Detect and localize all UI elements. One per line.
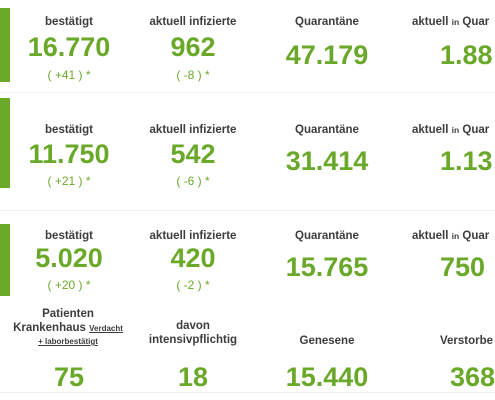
bottom-divider <box>0 392 495 393</box>
active-label: aktuell infizierte <box>149 124 237 136</box>
current-quarantine-label: aktuell in Quar <box>412 15 489 29</box>
active-delta: ( -8 ) * <box>176 68 210 82</box>
confirmed-delta: ( +20 ) * <box>47 278 91 292</box>
confirmed-label: bestätigt <box>45 124 93 136</box>
current-label-suffix: Quar <box>462 230 490 242</box>
block-2-accent-bar <box>0 98 10 188</box>
icu-value: 18 <box>177 362 209 392</box>
hospital-label-line2: Krankenhaus Verdacht <box>4 321 132 336</box>
quarantine-value: 15.765 <box>285 252 369 282</box>
current-label-prefix: aktuell <box>412 16 449 28</box>
confirmed-label: bestätigt <box>45 230 93 242</box>
divider <box>0 210 495 211</box>
quarantine-label: Quarantäne <box>295 16 359 28</box>
confirmed-value: 11.750 <box>28 139 110 169</box>
hospital-label-suspected: Verdacht <box>89 324 123 333</box>
current-quarantine-label: aktuell in Quar <box>412 123 489 137</box>
recovered-label: Genesene <box>299 335 355 347</box>
quarantine-label: Quarantäne <box>295 124 359 136</box>
hospital-label-line1: Patienten <box>42 308 94 320</box>
quarantine-label: Quarantäne <box>295 230 359 242</box>
quarantine-value: 47.179 <box>285 40 369 70</box>
active-value: 420 <box>170 243 216 273</box>
current-label-in: in <box>451 17 460 27</box>
active-delta: ( -6 ) * <box>176 174 210 188</box>
current-quarantine-value: 1.13 <box>440 146 493 176</box>
recovered-value: 15.440 <box>285 362 369 392</box>
icu-label-line1: davon <box>176 320 210 332</box>
current-label-suffix: Quar <box>462 124 490 136</box>
current-quarantine-value: 1.88 <box>440 40 493 70</box>
active-label: aktuell infizierte <box>149 16 237 28</box>
confirmed-value: 16.770 <box>27 32 111 62</box>
current-quarantine-value: 750 <box>440 252 486 282</box>
hospital-value: 75 <box>53 362 85 392</box>
hospital-label-krankenhaus: Krankenhaus <box>13 322 86 334</box>
active-value: 962 <box>170 32 216 62</box>
current-label-suffix: Quar <box>462 16 490 28</box>
hospital-label: Patienten Krankenhaus Verdacht + laborbe… <box>4 307 132 347</box>
confirmed-delta: ( +21 ) * <box>47 174 91 188</box>
hospital-label-confirmed: + laborbestätigt <box>38 337 98 346</box>
current-label-prefix: aktuell <box>412 124 449 136</box>
confirmed-value: 5.020 <box>35 243 103 273</box>
icu-label-line2: intensivpflichtig <box>148 334 238 346</box>
icu-label: davon intensivpflichtig <box>138 319 248 347</box>
block-3-accent-bar <box>0 224 10 296</box>
confirmed-delta: ( +41 ) * <box>47 68 91 82</box>
deceased-label: Verstorbe <box>440 335 494 347</box>
block-1-accent-bar <box>0 8 10 82</box>
quarantine-value: 31.414 <box>285 146 369 176</box>
current-label-in: in <box>451 231 460 241</box>
divider <box>0 92 495 93</box>
active-value: 542 <box>170 139 216 169</box>
current-quarantine-label: aktuell in Quar <box>412 229 489 243</box>
confirmed-label: bestätigt <box>45 16 93 28</box>
active-delta: ( -2 ) * <box>176 278 210 292</box>
active-label: aktuell infizierte <box>149 230 237 242</box>
deceased-value: 368 <box>450 362 495 392</box>
current-label-in: in <box>451 125 460 135</box>
current-label-prefix: aktuell <box>412 230 449 242</box>
